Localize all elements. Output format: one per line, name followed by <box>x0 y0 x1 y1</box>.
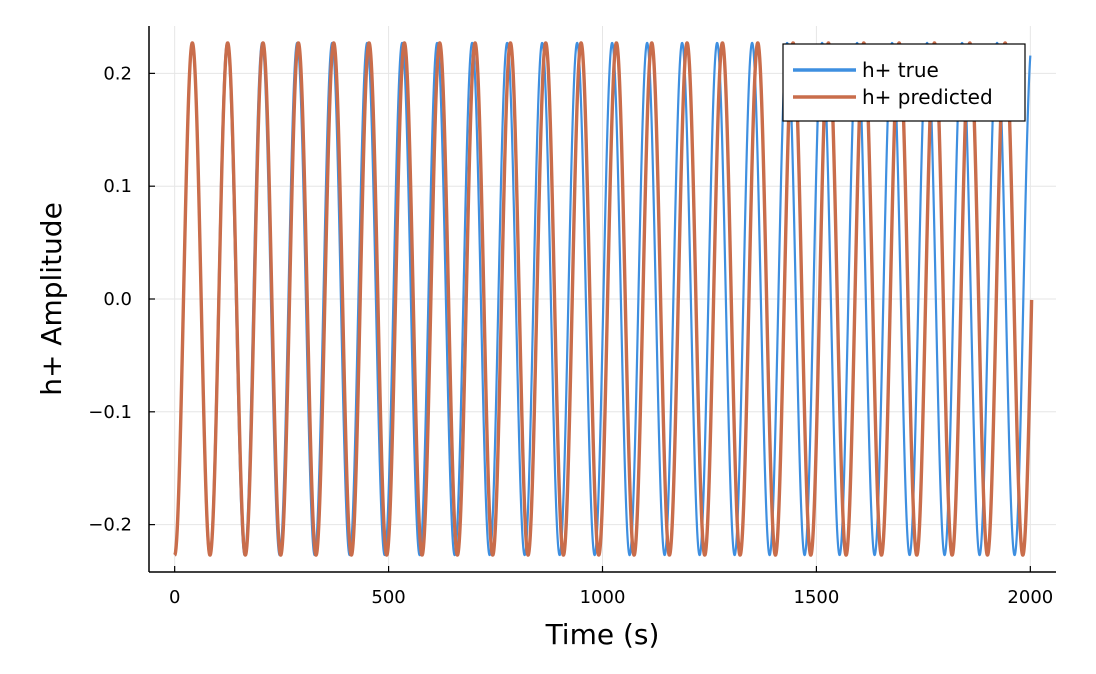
y-tick-label-3: 0.1 <box>103 176 132 197</box>
y-tick-label-1: −0.1 <box>88 402 132 423</box>
y-axis-title: h+ Amplitude <box>35 202 68 396</box>
y-ticks: −0.2 −0.1 0.0 0.1 0.2 <box>88 63 155 536</box>
x-tick-label-0: 0 <box>169 587 180 608</box>
x-axis-title: Time (s) <box>545 618 660 651</box>
legend-box <box>782 43 1026 122</box>
legend: h+ true h+ predicted <box>782 43 1026 122</box>
y-tick-label-4: 0.2 <box>103 63 132 84</box>
y-tick-label-0: −0.2 <box>88 515 132 536</box>
legend-label-h-predicted: h+ predicted <box>862 85 993 109</box>
x-tick-label-2: 1000 <box>580 587 626 608</box>
series-line-h-predicted <box>173 41 1034 557</box>
x-ticks: 0 500 1000 1500 2000 <box>169 566 1053 608</box>
legend-label-h-true: h+ true <box>862 58 939 82</box>
x-tick-label-3: 1500 <box>794 587 840 608</box>
x-tick-label-4: 2000 <box>1007 587 1053 608</box>
y-tick-label-2: 0.0 <box>103 289 132 310</box>
x-tick-label-1: 500 <box>371 587 405 608</box>
